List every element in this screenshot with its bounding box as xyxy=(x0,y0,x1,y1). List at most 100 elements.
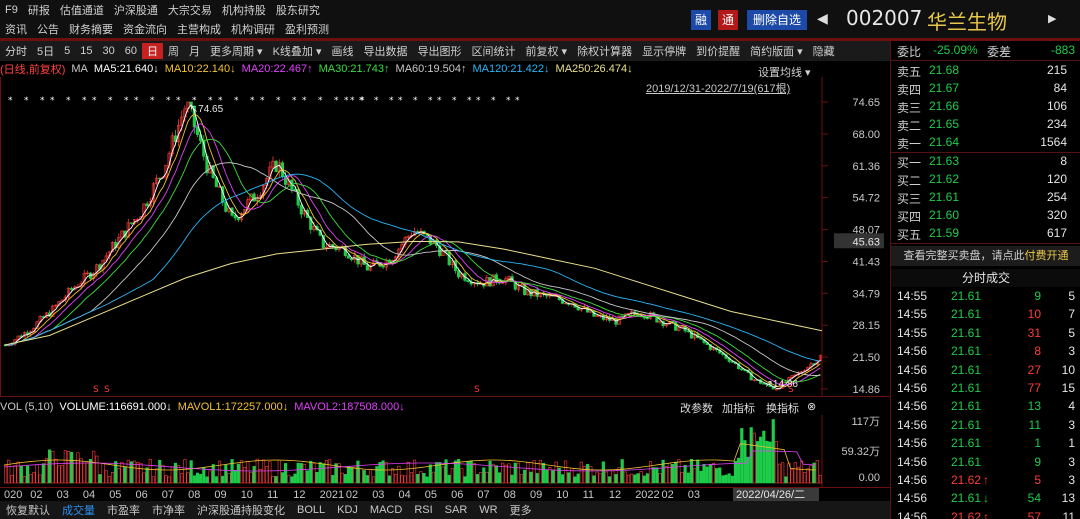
edit-params-button[interactable]: 改参数 xyxy=(680,403,713,415)
volume-bar xyxy=(312,463,316,484)
orderbook-notice[interactable]: 查看完整买卖盘，请点此付费开通 xyxy=(891,246,1080,266)
tick-v: 31 xyxy=(1027,325,1041,340)
indicator-tab[interactable]: 市净率 xyxy=(152,505,185,517)
menu-finance[interactable]: 财务摘要 xyxy=(69,23,113,36)
volume-bar xyxy=(501,462,505,484)
toolbar-item[interactable]: K线叠加 ▾ xyxy=(272,46,322,58)
volume-bar xyxy=(35,464,39,484)
menu-shareholder[interactable]: 股东研究 xyxy=(275,4,320,17)
toolbar-item[interactable]: 显示停牌 xyxy=(642,46,687,58)
ma30-line xyxy=(5,138,821,383)
indicator-tab[interactable]: KDJ xyxy=(337,504,358,516)
prev-stock-icon[interactable]: ◀ xyxy=(817,10,828,26)
volume-bar xyxy=(774,441,778,484)
indicator-tab[interactable]: 更多 xyxy=(509,505,532,517)
toolbar-item[interactable]: 到价提醒 xyxy=(696,46,741,58)
indicator-tab[interactable]: 市盈率 xyxy=(107,505,140,517)
indicator-tab[interactable]: BOLL xyxy=(297,504,326,516)
indicator-tab[interactable]: RSI xyxy=(414,504,433,516)
volume-bar xyxy=(195,472,200,484)
event-marker: * xyxy=(124,96,129,106)
candle-body xyxy=(708,344,712,350)
toolbar-item[interactable]: 导出图形 xyxy=(417,46,462,58)
volume-bar xyxy=(799,460,804,484)
volume-bar xyxy=(718,467,722,484)
menu-business[interactable]: 主营构成 xyxy=(177,23,221,36)
volume-bar xyxy=(384,462,388,484)
add-indicator-button[interactable]: 加指标 xyxy=(722,403,755,415)
close-icon[interactable]: ⊗ xyxy=(807,401,817,413)
tick-v: 13 xyxy=(1027,399,1041,414)
toolbar-item[interactable]: 画线 xyxy=(331,46,354,58)
toolbar-item[interactable]: 简约版面 ▾ xyxy=(750,46,803,58)
ask-vol: 84 xyxy=(1053,81,1067,95)
indicator-tab[interactable]: 成交量 xyxy=(62,505,95,517)
remove-favorite-button[interactable]: 删除自选 xyxy=(747,10,807,30)
order-ratio-row: 委比 -25.09% 委差 -883 xyxy=(891,43,1080,59)
tick-arr: ↑ xyxy=(983,509,989,519)
volume-chart[interactable]: 117万 59.32万 0.00 xyxy=(0,415,890,487)
volume-bar xyxy=(394,473,398,484)
candle-body xyxy=(142,203,146,218)
volume-bar xyxy=(365,475,369,484)
menu-block-trade[interactable]: 大宗交易 xyxy=(167,4,212,17)
volume-bar xyxy=(10,475,14,484)
toolbar-item[interactable]: 除权计算器 xyxy=(577,46,633,58)
toolbar-item[interactable]: 更多周期 ▾ xyxy=(210,46,263,58)
indicator-tab[interactable]: SAR xyxy=(444,504,468,516)
bid-vol: 254 xyxy=(1046,190,1067,204)
x-tick-label: 06 xyxy=(451,489,463,501)
toolbar-item[interactable]: 日 xyxy=(142,43,163,59)
candlestick-chart[interactable]: 74.6568.0061.3654.7248.0741.4334.7928.15… xyxy=(0,77,890,397)
ma-settings-button[interactable]: 设置均线 ▾ xyxy=(758,67,811,79)
volume-bar xyxy=(375,466,379,484)
toolbar-item[interactable]: 5 xyxy=(64,45,71,57)
volume-bar xyxy=(541,462,546,484)
menu-valuation[interactable]: 估值通道 xyxy=(59,4,104,17)
toolbar-item[interactable]: 5日 xyxy=(37,46,55,58)
menu-hkconnect[interactable]: 沪深股通 xyxy=(113,4,158,17)
toolbar-item[interactable]: 导出数据 xyxy=(363,46,408,58)
toolbar-item[interactable]: 周 xyxy=(168,46,179,58)
vol-title: VOL (5,10) xyxy=(0,401,54,413)
toolbar-item[interactable]: 隐藏 xyxy=(812,46,835,58)
volume-bar xyxy=(491,463,495,484)
indicator-tab[interactable]: MACD xyxy=(369,504,403,516)
connect-badge[interactable]: 通 xyxy=(718,10,738,30)
indicator-tab[interactable]: 恢复默认 xyxy=(6,505,50,517)
toolbar-item[interactable]: 分时 xyxy=(5,46,27,58)
menu-capital-flow[interactable]: 资金流向 xyxy=(123,23,167,36)
menu-forecast[interactable]: 盈利预测 xyxy=(285,23,329,36)
event-marker: * xyxy=(150,96,155,106)
toolbar-item[interactable]: 30 xyxy=(102,45,115,57)
candle-body xyxy=(70,287,74,290)
margin-badge[interactable]: 融 xyxy=(691,10,711,30)
menu-inst-survey[interactable]: 机构调研 xyxy=(231,23,275,36)
menu-f9[interactable]: F9 xyxy=(5,3,18,16)
volume-bar xyxy=(592,475,596,484)
switch-indicator-button[interactable]: 换指标 xyxy=(766,403,799,415)
toolbar-item[interactable]: 60 xyxy=(124,45,137,57)
volume-bar xyxy=(441,466,445,484)
subscribe-link[interactable]: 付费开通 xyxy=(1024,250,1069,262)
menu-news[interactable]: 资讯 xyxy=(5,23,27,36)
next-stock-icon[interactable]: ▶ xyxy=(1048,13,1057,25)
volume-bar xyxy=(705,466,709,484)
volume-bar xyxy=(16,461,20,484)
x-tick-label: 09 xyxy=(530,489,542,501)
volume-bar xyxy=(321,463,325,484)
toolbar-item[interactable]: 区间统计 xyxy=(471,46,516,58)
menu-inst-holding[interactable]: 机构持股 xyxy=(221,4,266,17)
toolbar-item[interactable]: 月 xyxy=(189,46,200,58)
ask-price: 21.65 xyxy=(929,117,960,131)
tick-n: 5 xyxy=(1068,325,1075,340)
volume-bar xyxy=(170,466,174,484)
dividend-marker: S xyxy=(93,385,99,395)
toolbar-item[interactable]: 前复权 ▾ xyxy=(525,46,568,58)
toolbar-item[interactable]: 15 xyxy=(80,45,93,57)
volume-bar xyxy=(727,473,731,484)
menu-research[interactable]: 研报 xyxy=(27,4,50,17)
menu-announcement[interactable]: 公告 xyxy=(37,23,59,36)
indicator-tab[interactable]: WR xyxy=(479,504,498,516)
indicator-tab[interactable]: 沪深股通持股变化 xyxy=(197,505,285,517)
